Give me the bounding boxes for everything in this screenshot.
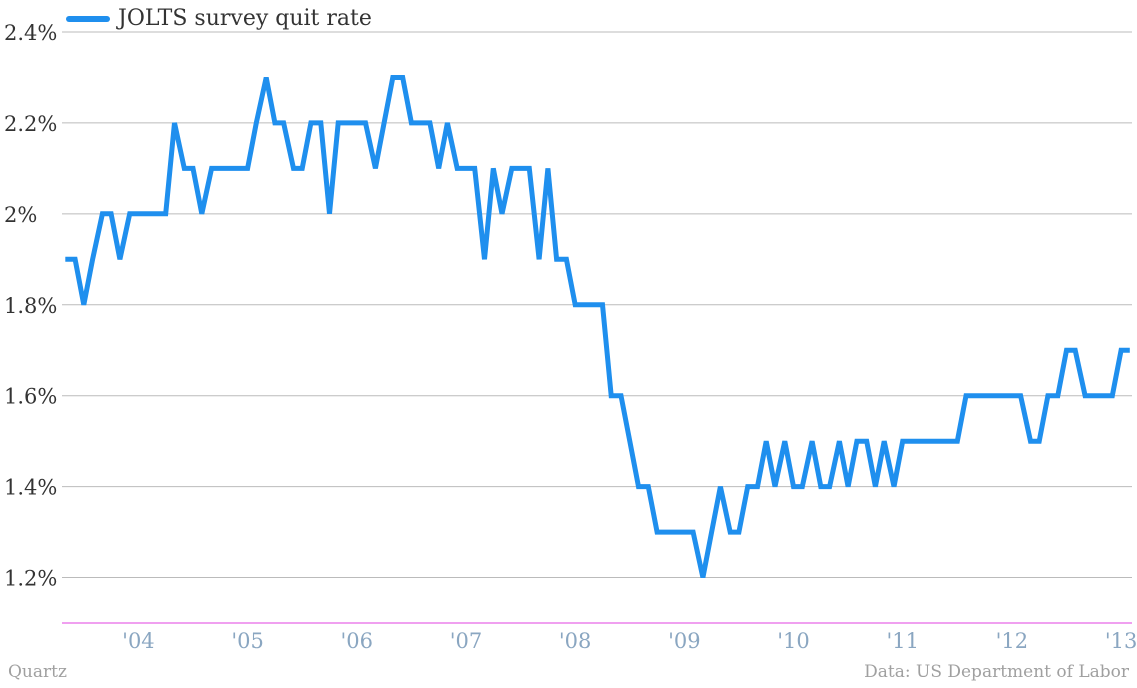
x-tick-label: '06 [341, 629, 374, 653]
x-tick-label: '09 [668, 629, 701, 653]
y-tick-label: 1.2% [4, 567, 57, 591]
x-tick-label: '11 [886, 629, 919, 653]
data-source: Data: US Department of Labor [864, 662, 1129, 682]
y-tick-label: 1.8% [4, 294, 57, 318]
x-tick-label: '04 [122, 629, 155, 653]
legend-swatch [66, 15, 110, 22]
x-tick-label: '08 [559, 629, 592, 653]
y-tick-label: 2% [4, 203, 37, 227]
x-tick-label: '13 [1105, 629, 1137, 653]
x-tick-label: '12 [996, 629, 1029, 653]
legend: JOLTS survey quit rate [66, 6, 372, 31]
x-tick-label: '07 [450, 629, 483, 653]
source-brand: Quartz [8, 662, 67, 682]
y-tick-label: 2.2% [4, 112, 57, 136]
legend-label: JOLTS survey quit rate [118, 6, 372, 31]
x-tick-label: '05 [231, 629, 264, 653]
series-line [65, 75, 1130, 579]
y-tick-label: 2.4% [4, 21, 57, 45]
y-tick-label: 1.4% [4, 476, 57, 500]
y-tick-label: 1.6% [4, 385, 57, 409]
x-tick-label: '10 [777, 629, 810, 653]
